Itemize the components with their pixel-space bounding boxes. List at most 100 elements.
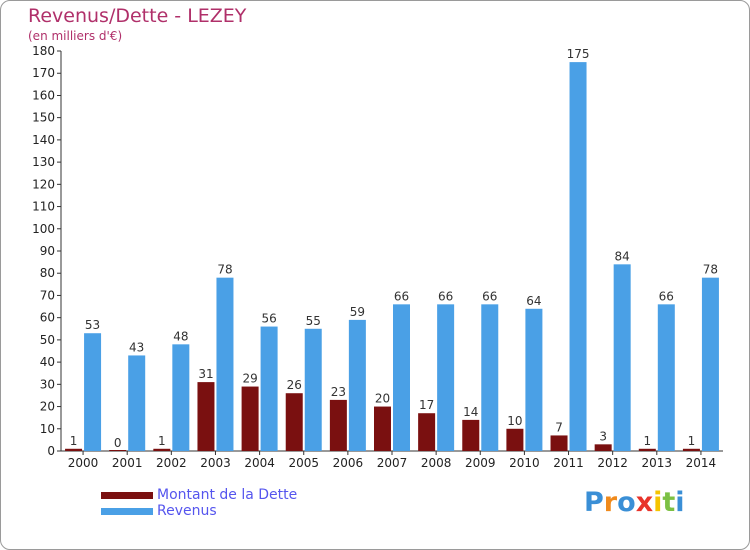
data-label-revenus: 64: [526, 294, 541, 308]
data-label-revenus: 66: [659, 289, 674, 303]
x-tick-label: 2001: [112, 456, 143, 470]
data-label-dette: 3: [599, 429, 607, 443]
logo-letter: x: [635, 487, 654, 518]
bar-revenus: [304, 328, 322, 451]
bar-revenus: [172, 344, 190, 451]
x-tick-label: 2005: [288, 456, 319, 470]
bar-revenus: [613, 264, 631, 451]
bar-dette: [329, 399, 347, 451]
data-label-revenus: 84: [615, 249, 630, 263]
bar-dette: [65, 448, 83, 451]
y-tick-label: 140: [32, 133, 55, 147]
bar-revenus: [216, 277, 234, 451]
bar-dette: [197, 382, 215, 451]
y-tick-label: 130: [32, 155, 55, 169]
bar-dette: [682, 448, 700, 451]
bar-revenus: [701, 277, 719, 451]
logo-letter: P: [584, 487, 604, 518]
data-label-dette: 1: [688, 434, 696, 448]
bar-dette: [506, 428, 524, 451]
bar-revenus: [84, 333, 102, 451]
legend-item-dette: Montant de la Dette: [101, 487, 297, 503]
legend-item-revenus: Revenus: [101, 503, 297, 519]
data-label-revenus: 175: [567, 47, 590, 61]
legend: Montant de la Dette Revenus: [101, 487, 297, 519]
bar-dette: [285, 393, 303, 451]
data-label-dette: 1: [70, 434, 78, 448]
data-label-dette: 10: [507, 414, 522, 428]
y-tick-label: 50: [40, 333, 55, 347]
data-label-revenus: 78: [217, 263, 232, 277]
y-tick-label: 0: [47, 444, 55, 458]
data-label-revenus: 66: [438, 289, 453, 303]
chart-title: Revenus/Dette - LEZEY: [28, 5, 247, 27]
bar-dette: [462, 419, 480, 451]
y-tick-label: 90: [40, 244, 55, 258]
bar-dette: [418, 413, 436, 451]
data-label-revenus: 55: [306, 314, 321, 328]
x-tick-label: 2003: [200, 456, 231, 470]
data-label-revenus: 53: [85, 318, 100, 332]
bar-dette: [638, 448, 656, 451]
data-label-revenus: 66: [394, 289, 409, 303]
y-tick-label: 150: [32, 111, 55, 125]
x-tick-label: 2008: [421, 456, 452, 470]
legend-swatch-revenus: [101, 507, 153, 515]
bar-revenus: [525, 308, 543, 451]
bar-dette: [594, 444, 612, 451]
data-label-dette: 23: [331, 385, 346, 399]
bar-revenus: [569, 62, 587, 451]
y-tick-label: 40: [40, 355, 55, 369]
bar-revenus: [260, 326, 278, 451]
x-tick-label: 2002: [156, 456, 187, 470]
data-label-revenus: 59: [350, 305, 365, 319]
bar-revenus: [348, 319, 366, 451]
data-label-dette: 1: [643, 434, 651, 448]
logo-letter: r: [603, 487, 618, 518]
y-tick-label: 10: [40, 422, 55, 436]
legend-label-revenus: Revenus: [157, 503, 217, 519]
data-label-dette: 26: [287, 378, 302, 392]
y-tick-label: 20: [40, 400, 55, 414]
bar-revenus: [481, 304, 499, 451]
bar-dette: [374, 406, 391, 451]
x-tick-label: 2013: [642, 456, 673, 470]
y-tick-label: 110: [32, 200, 55, 214]
x-tick-label: 2007: [377, 456, 408, 470]
y-tick-label: 120: [32, 177, 55, 191]
y-tick-label: 60: [40, 311, 55, 325]
bar-revenus: [128, 355, 146, 451]
bar-revenus: [393, 304, 410, 451]
data-label-dette: 20: [375, 392, 390, 406]
logo-letter: o: [617, 487, 636, 518]
data-label-dette: 17: [419, 398, 434, 412]
x-tick-label: 2000: [68, 456, 99, 470]
bar-dette: [109, 450, 127, 451]
x-tick-label: 2014: [686, 456, 717, 470]
logo-letter: t: [662, 487, 676, 518]
legend-label-dette: Montant de la Dette: [157, 487, 298, 503]
y-tick-label: 170: [32, 66, 55, 80]
y-tick-label: 180: [32, 44, 55, 58]
proxiti-logo: Proxiti: [584, 487, 685, 518]
bar-dette: [153, 448, 171, 451]
data-label-revenus: 78: [703, 263, 718, 277]
chart-subtitle: (en milliers d'€): [28, 29, 123, 43]
logo-letter: i: [675, 487, 685, 518]
data-label-revenus: 56: [261, 312, 276, 326]
data-label-dette: 0: [114, 436, 122, 450]
bar-revenus: [437, 304, 455, 451]
y-tick-label: 70: [40, 288, 55, 302]
data-label-revenus: 43: [129, 340, 144, 354]
x-tick-label: 2009: [465, 456, 496, 470]
x-tick-label: 2004: [244, 456, 275, 470]
bar-dette: [241, 386, 259, 451]
x-tick-label: 2010: [509, 456, 540, 470]
data-label-dette: 7: [555, 420, 563, 434]
y-tick-label: 100: [32, 222, 55, 236]
logo-letter: i: [653, 487, 663, 518]
x-tick-label: 2011: [553, 456, 584, 470]
y-tick-label: 80: [40, 266, 55, 280]
bar-dette: [550, 435, 568, 451]
